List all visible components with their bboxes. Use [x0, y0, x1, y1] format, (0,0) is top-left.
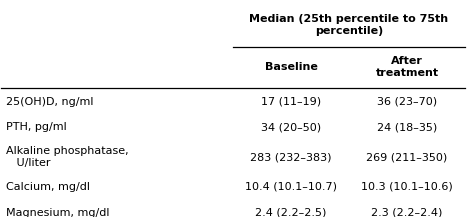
Text: Calcium, mg/dl: Calcium, mg/dl: [6, 182, 90, 192]
Text: After
treatment: After treatment: [375, 56, 438, 78]
Text: 17 (11–19): 17 (11–19): [261, 97, 321, 107]
Text: Baseline: Baseline: [264, 62, 318, 72]
Text: 25(OH)D, ng/ml: 25(OH)D, ng/ml: [6, 97, 93, 107]
Text: 36 (23–70): 36 (23–70): [377, 97, 437, 107]
Text: PTH, pg/ml: PTH, pg/ml: [6, 122, 67, 132]
Text: 24 (18–35): 24 (18–35): [377, 122, 437, 132]
Text: 283 (232–383): 283 (232–383): [250, 152, 332, 162]
Text: Median (25th percentile to 75th
percentile): Median (25th percentile to 75th percenti…: [249, 14, 448, 36]
Text: 10.4 (10.1–10.7): 10.4 (10.1–10.7): [245, 182, 337, 192]
Text: 10.3 (10.1–10.6): 10.3 (10.1–10.6): [361, 182, 453, 192]
Text: 2.3 (2.2–2.4): 2.3 (2.2–2.4): [371, 208, 443, 217]
Text: Alkaline phosphatase,
   U/liter: Alkaline phosphatase, U/liter: [6, 146, 128, 168]
Text: 269 (211–350): 269 (211–350): [366, 152, 447, 162]
Text: 2.4 (2.2–2.5): 2.4 (2.2–2.5): [255, 208, 327, 217]
Text: 34 (20–50): 34 (20–50): [261, 122, 321, 132]
Text: Magnesium, mg/dl: Magnesium, mg/dl: [6, 208, 109, 217]
